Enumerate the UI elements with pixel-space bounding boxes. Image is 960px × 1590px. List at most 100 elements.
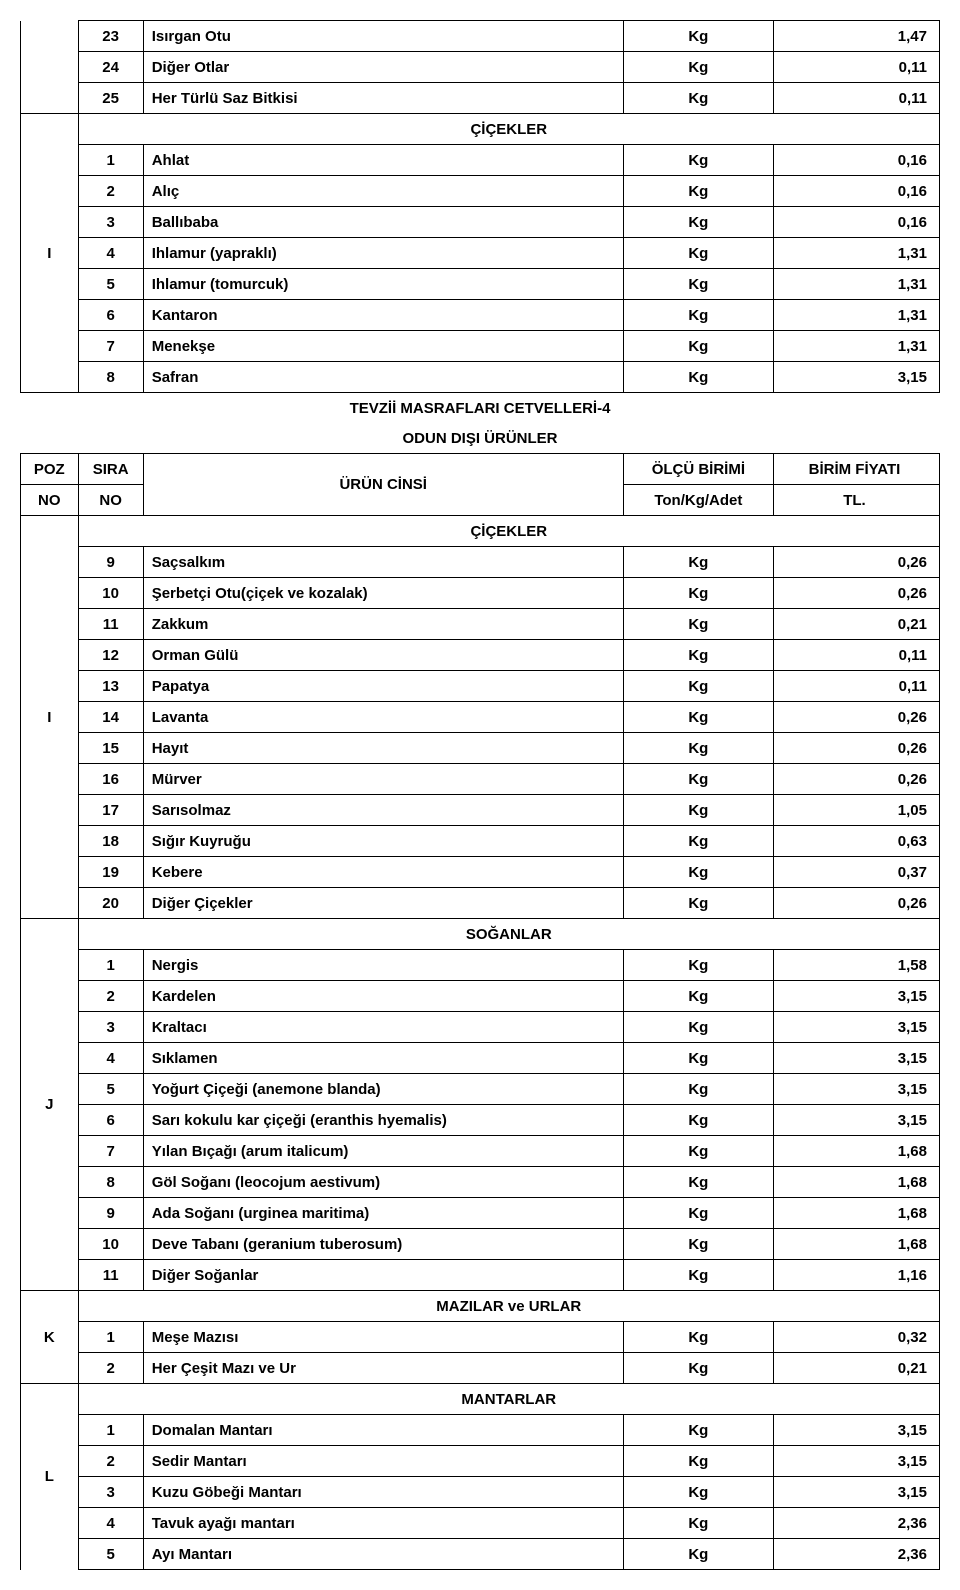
table-cell: Orman Gülü (143, 640, 623, 671)
table-cell: Kuzu Göbeği Mantarı (143, 1477, 623, 1508)
table-cell: 0,37 (773, 857, 939, 888)
table-cell: 0,21 (773, 1353, 939, 1384)
table-cell: Safran (143, 362, 623, 393)
table-cell: 23 (78, 21, 143, 52)
table-cell: 3 (78, 1012, 143, 1043)
table-cell: Kg (623, 1167, 773, 1198)
doc-subtitle: ODUN DIŞI ÜRÜNLER (21, 423, 940, 454)
table-cell: 4 (78, 1043, 143, 1074)
table-cell: 3 (78, 1477, 143, 1508)
table-cell: 16 (78, 764, 143, 795)
table-cell: Sarısolmaz (143, 795, 623, 826)
table-cell: 1,31 (773, 269, 939, 300)
table-cell: 6 (78, 300, 143, 331)
table-cell: 0,16 (773, 176, 939, 207)
table-cell: Yoğurt Çiçeği (anemone blanda) (143, 1074, 623, 1105)
table-cell: 0,26 (773, 888, 939, 919)
table-cell: 15 (78, 733, 143, 764)
table-cell: 1,47 (773, 21, 939, 52)
table-cell: 1 (78, 1415, 143, 1446)
table-cell: Ihlamur (tomurcuk) (143, 269, 623, 300)
header-cell: ÜRÜN CİNSİ (143, 454, 623, 516)
table-cell: 20 (78, 888, 143, 919)
table-cell: Kg (623, 1508, 773, 1539)
table-cell: Kg (623, 1539, 773, 1570)
table-cell: 7 (78, 331, 143, 362)
table-cell: Papatya (143, 671, 623, 702)
table-cell: Mürver (143, 764, 623, 795)
table-cell: Diğer Otlar (143, 52, 623, 83)
table-cell: 1,16 (773, 1260, 939, 1291)
table-cell: Deve Tabanı (geranium tuberosum) (143, 1229, 623, 1260)
table-cell: 2 (78, 981, 143, 1012)
table-cell: 0,11 (773, 640, 939, 671)
table-cell: 1,68 (773, 1136, 939, 1167)
table-cell: Kg (623, 888, 773, 919)
table-cell: Her Türlü Saz Bitkisi (143, 83, 623, 114)
table-cell: 1,68 (773, 1229, 939, 1260)
table-cell: 1 (78, 950, 143, 981)
poz-cell: I (21, 516, 79, 919)
table-cell: 0,16 (773, 145, 939, 176)
table-cell: Kg (623, 1074, 773, 1105)
table-cell: Kg (623, 1198, 773, 1229)
table-cell: Kg (623, 269, 773, 300)
table-cell: 5 (78, 1074, 143, 1105)
table-cell: Kg (623, 1260, 773, 1291)
table-cell: Göl Soğanı (leocojum aestivum) (143, 1167, 623, 1198)
table-cell: Kg (623, 52, 773, 83)
table-cell: Kg (623, 331, 773, 362)
table-cell: 1 (78, 1322, 143, 1353)
table-cell: 1,05 (773, 795, 939, 826)
table-cell: 0,26 (773, 702, 939, 733)
table-cell: 0,26 (773, 578, 939, 609)
table-cell: 2 (78, 1353, 143, 1384)
table-cell: Şerbetçi Otu(çiçek ve kozalak) (143, 578, 623, 609)
table-cell: Meşe Mazısı (143, 1322, 623, 1353)
table-cell: 3,15 (773, 1477, 939, 1508)
table-cell: 11 (78, 1260, 143, 1291)
table-cell: Kg (623, 1353, 773, 1384)
table-cell: Kg (623, 21, 773, 52)
table-cell: Kg (623, 1415, 773, 1446)
table-cell: Kg (623, 981, 773, 1012)
table-cell: SIRA (78, 454, 143, 485)
table-cell: 11 (78, 609, 143, 640)
doc-title: TEVZİİ MASRAFLARI CETVELLERİ-4 (21, 393, 940, 424)
table-cell: 13 (78, 671, 143, 702)
table-cell: Kg (623, 83, 773, 114)
poz-cell: J (21, 919, 79, 1291)
table-cell: 1,31 (773, 238, 939, 269)
table-cell: 3,15 (773, 1012, 939, 1043)
table-cell: Tavuk ayağı mantarı (143, 1508, 623, 1539)
table-cell: Kg (623, 578, 773, 609)
table-cell: Kg (623, 764, 773, 795)
table-cell: 14 (78, 702, 143, 733)
table-cell: Kantaron (143, 300, 623, 331)
section-header: MANTARLAR (78, 1384, 939, 1415)
table-cell: Kg (623, 300, 773, 331)
table-cell: Kg (623, 1446, 773, 1477)
table-cell: Kg (623, 795, 773, 826)
table-cell: 0,21 (773, 609, 939, 640)
poz-cell (21, 21, 79, 114)
table-cell: 3,15 (773, 1415, 939, 1446)
table-cell: 1,68 (773, 1198, 939, 1229)
table-cell: 3,15 (773, 362, 939, 393)
table-cell: Ton/Kg/Adet (623, 485, 773, 516)
table-cell: 4 (78, 238, 143, 269)
table-cell: 9 (78, 547, 143, 578)
table-cell: Saçsalkım (143, 547, 623, 578)
table-cell: 0,63 (773, 826, 939, 857)
table-cell: Kg (623, 547, 773, 578)
table-cell: Ahlat (143, 145, 623, 176)
table-cell: 0,11 (773, 83, 939, 114)
table-cell: 12 (78, 640, 143, 671)
table-cell: 2,36 (773, 1539, 939, 1570)
table-cell: 3,15 (773, 1074, 939, 1105)
table-cell: Alıç (143, 176, 623, 207)
table-cell: 3 (78, 207, 143, 238)
table-cell: Ballıbaba (143, 207, 623, 238)
table-cell: Nergis (143, 950, 623, 981)
section-header: MAZILAR ve URLAR (78, 1291, 939, 1322)
